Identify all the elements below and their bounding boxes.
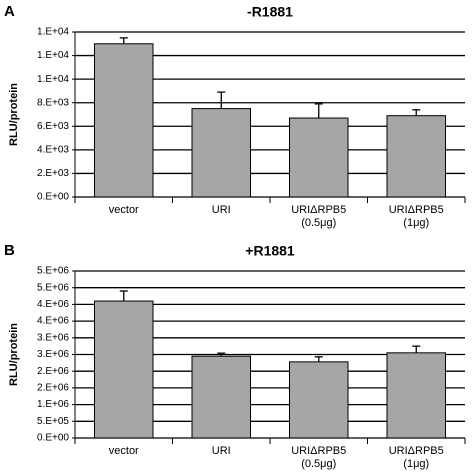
bar bbox=[191, 355, 251, 439]
y-tick-label: 6.E+03 bbox=[37, 121, 69, 132]
panel-label: A bbox=[4, 3, 15, 20]
y-tick-label: 1.E+04 bbox=[37, 27, 69, 38]
bar bbox=[94, 43, 154, 198]
x-tick-label: (0.5μg) bbox=[301, 458, 336, 470]
x-tick-label: URIΔRPB5 bbox=[389, 204, 444, 216]
panel-label: B bbox=[4, 242, 15, 259]
x-tick-label: (1μg) bbox=[403, 217, 429, 229]
y-tick-label: 4.E+03 bbox=[37, 144, 69, 155]
chart-title: -R1881 bbox=[247, 4, 293, 20]
x-tick-label: URIΔRPB5 bbox=[389, 445, 444, 457]
chart-title: +R1881 bbox=[245, 243, 295, 259]
x-tick-label: (1μg) bbox=[403, 458, 429, 470]
y-tick-label: 4.E+06 bbox=[37, 316, 69, 327]
x-tick-label: (0.5μg) bbox=[301, 217, 336, 229]
x-tick-label: URI bbox=[212, 204, 231, 216]
bar bbox=[191, 108, 251, 198]
y-tick-label: 1.E+04 bbox=[37, 74, 69, 85]
bar bbox=[289, 361, 349, 439]
y-tick-label: 2.E+03 bbox=[37, 168, 69, 179]
x-tick-label: URI bbox=[212, 445, 231, 457]
x-tick-label: vector bbox=[109, 445, 139, 457]
y-axis-label: RLU/protein bbox=[8, 323, 20, 386]
bar bbox=[386, 352, 446, 439]
y-tick-label: 0.E+00 bbox=[37, 192, 69, 203]
y-tick-label: 8.E+03 bbox=[37, 97, 69, 108]
x-tick-label: URIΔRPB5 bbox=[291, 445, 346, 457]
bar bbox=[94, 300, 154, 439]
x-tick-label: URIΔRPB5 bbox=[291, 204, 346, 216]
y-tick-label: 5.E+05 bbox=[37, 416, 69, 427]
bar bbox=[386, 115, 446, 198]
bar bbox=[289, 117, 349, 198]
x-tick-label: vector bbox=[109, 204, 139, 216]
y-axis-label: RLU/protein bbox=[8, 83, 20, 146]
y-tick-label: 0.E+00 bbox=[37, 433, 69, 444]
y-tick-label: 1.E+06 bbox=[37, 399, 69, 410]
y-tick-label: 3.E+06 bbox=[37, 332, 69, 343]
y-tick-label: 4.E+06 bbox=[37, 299, 69, 310]
y-tick-label: 1.E+04 bbox=[37, 50, 69, 61]
y-tick-label: 5.E+06 bbox=[37, 266, 69, 277]
y-tick-label: 2.E+06 bbox=[37, 366, 69, 377]
y-tick-label: 3.E+06 bbox=[37, 349, 69, 360]
y-tick-label: 5.E+06 bbox=[37, 282, 69, 293]
y-tick-label: 2.E+06 bbox=[37, 383, 69, 394]
